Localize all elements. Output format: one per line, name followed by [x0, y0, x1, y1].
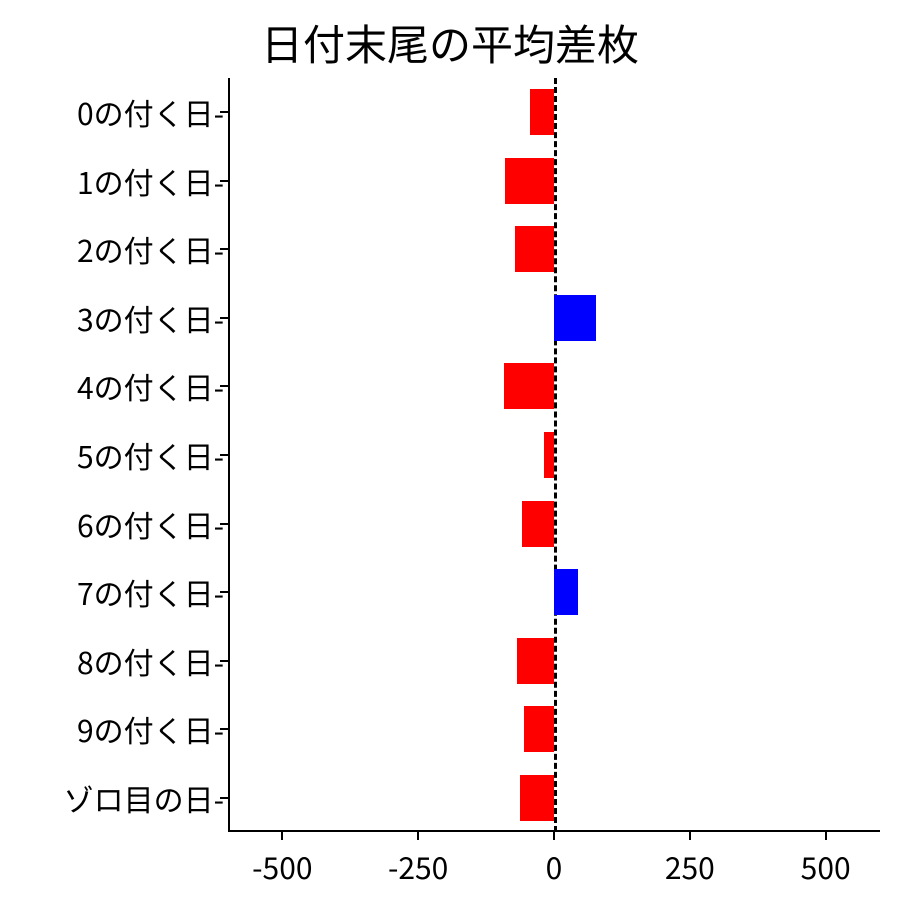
- bar: [520, 775, 554, 821]
- y-tick-label: 4の付く日-: [77, 364, 228, 408]
- x-tick-label: 250: [665, 832, 715, 888]
- bar: [504, 363, 554, 409]
- y-tick-label: 0の付く日-: [77, 90, 228, 134]
- bar: [515, 226, 554, 272]
- y-tick-label: 8の付く日-: [77, 639, 228, 683]
- chart-title: 日付末尾の平均差枚: [0, 12, 900, 73]
- y-tick-label: 5の付く日-: [77, 433, 228, 477]
- bar: [544, 432, 554, 478]
- y-tick-label: 2の付く日-: [77, 227, 228, 271]
- bar: [524, 706, 554, 752]
- y-axis-line: [228, 78, 230, 832]
- bar: [517, 638, 554, 684]
- plot-area: 0の付く日-1の付く日-2の付く日-3の付く日-4の付く日-5の付く日-6の付く…: [228, 78, 880, 832]
- bar: [522, 501, 554, 547]
- x-tick-label: -250: [388, 832, 448, 888]
- y-tick-label: 7の付く日-: [77, 570, 228, 614]
- bar: [554, 295, 596, 341]
- chart-container: 日付末尾の平均差枚 0の付く日-1の付く日-2の付く日-3の付く日-4の付く日-…: [0, 0, 900, 900]
- x-tick-label: 500: [801, 832, 851, 888]
- y-tick-label: 6の付く日-: [77, 502, 228, 546]
- bar: [554, 569, 578, 615]
- bar: [505, 158, 554, 204]
- y-tick-label: 1の付く日-: [77, 159, 228, 203]
- zero-reference-line: [554, 78, 557, 832]
- x-tick-label: -500: [252, 832, 312, 888]
- x-tick-label: 0: [546, 832, 563, 888]
- bar: [530, 89, 554, 135]
- y-tick-label: ゾロ目の日-: [64, 776, 228, 820]
- y-tick-label: 3の付く日-: [77, 296, 228, 340]
- y-tick-label: 9の付く日-: [77, 707, 228, 751]
